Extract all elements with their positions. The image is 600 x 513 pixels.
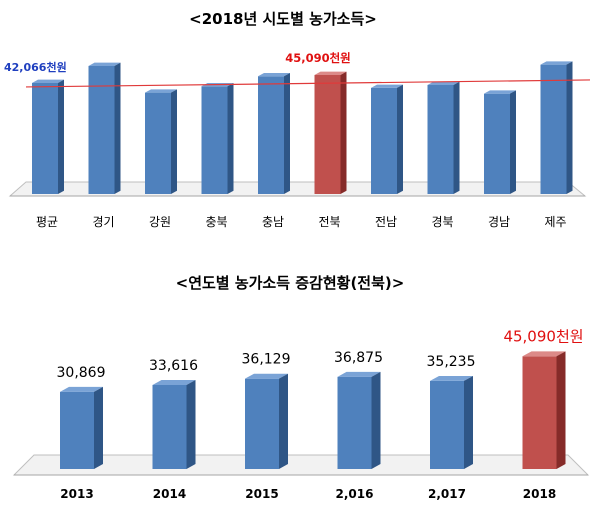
chart1-tick-2: 강원 bbox=[149, 215, 171, 229]
chart2-bar-1 bbox=[152, 380, 196, 469]
chart1-highlight-label: 45,090천원 bbox=[285, 51, 351, 65]
chart2-data-label-1: 33,616 bbox=[149, 358, 198, 374]
chart1-bar-7 bbox=[427, 81, 460, 194]
chart1-bar-0 bbox=[32, 79, 64, 194]
chart1-tick-3: 충북 bbox=[205, 215, 227, 229]
chart2-data-label-3: 36,875 bbox=[334, 350, 383, 366]
chart1-tick-0: 평균 bbox=[36, 215, 58, 229]
chart1-bar-3 bbox=[201, 82, 234, 194]
chart2-bar-4 bbox=[430, 375, 473, 469]
chart2-tick-2: 2015 bbox=[245, 487, 278, 501]
chart2-title: <연도별 농가소득 증감현황(전북)> bbox=[176, 274, 405, 292]
chart1-tick-1: 경기 bbox=[92, 215, 114, 229]
chart2-data-label-0: 30,869 bbox=[57, 365, 106, 381]
chart1-bar-9 bbox=[540, 61, 573, 195]
chart1-tick-8: 경남 bbox=[488, 215, 510, 229]
chart2-tick-labels: 2013 2014 2015 2,016 2,017 2018 bbox=[60, 487, 556, 501]
chart2-tick-3: 2,016 bbox=[336, 487, 374, 501]
chart2-data-label-4: 35,235 bbox=[427, 354, 476, 370]
chart1-bar-4 bbox=[258, 72, 290, 194]
chart1-bar-8 bbox=[484, 90, 516, 194]
chart1-tick-5: 전북 bbox=[318, 215, 340, 229]
chart1-bar-1 bbox=[88, 62, 121, 195]
chart2-data-labels: 30,869 33,616 36,129 36,875 35,235 45,090천원 bbox=[57, 327, 584, 381]
chart1-tick-7: 경북 bbox=[431, 215, 453, 229]
chart1-bar-2 bbox=[145, 89, 177, 194]
chart2-bar-2 bbox=[245, 373, 288, 469]
chart2-tick-4: 2,017 bbox=[428, 487, 466, 501]
chart2-bars bbox=[60, 351, 566, 469]
chart2-data-label-5: 45,090천원 bbox=[503, 327, 583, 345]
chart1-tick-6: 전남 bbox=[375, 215, 397, 229]
chart2-tick-1: 2014 bbox=[153, 487, 186, 501]
chart1-average-line bbox=[25, 79, 591, 88]
chart2-bar-0 bbox=[60, 386, 103, 469]
chart2-data-label-2: 36,129 bbox=[242, 352, 291, 368]
chart1-tick-9: 제주 bbox=[544, 215, 566, 229]
chart1-tick-4: 충남 bbox=[262, 215, 284, 229]
chart2-tick-0: 2013 bbox=[60, 487, 93, 501]
chart2-tick-5: 2018 bbox=[523, 487, 556, 501]
chart1-bar-5 bbox=[314, 71, 347, 194]
chart2-bar-5 bbox=[522, 351, 566, 469]
chart1-tick-labels: 평균 경기 강원 충북 충남 전북 전남 경북 경남 제주 bbox=[36, 215, 567, 229]
chart2-bar-3 bbox=[337, 371, 381, 469]
chart1-bars bbox=[32, 61, 573, 195]
chart1-bar-6 bbox=[371, 84, 403, 194]
chart1-title: <2018년 시도별 농가소득> bbox=[189, 10, 377, 28]
chart1-average-label: 42,066천원 bbox=[4, 60, 67, 74]
regional-farm-income-chart: <2018년 시도별 농가소득> 42,066천원 45,090천원 평균 경기 강… bbox=[4, 10, 591, 229]
yearly-farm-income-chart: <연도별 농가소득 증감현황(전북)> 30,869 33,616 36,129 36… bbox=[12, 274, 590, 501]
